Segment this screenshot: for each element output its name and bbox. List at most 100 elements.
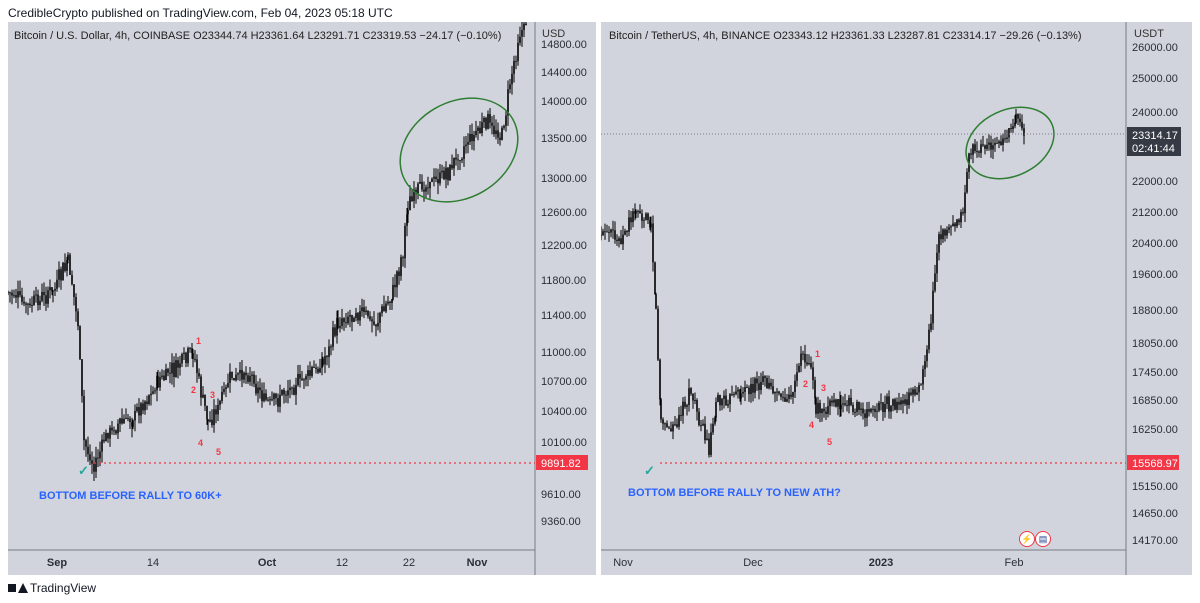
candle-body xyxy=(630,217,632,223)
candle-body xyxy=(694,400,696,402)
candle-body xyxy=(930,323,932,330)
candle-body xyxy=(796,372,798,381)
candle-body xyxy=(225,387,227,390)
chart-panel-btc-usd[interactable]: 14800.00 14400.00 14000.00 13500.00 13000.00… xyxy=(8,22,596,575)
candle-body xyxy=(281,389,283,395)
candle-body xyxy=(872,408,874,410)
candle-body xyxy=(192,353,194,359)
candle-body xyxy=(860,408,862,410)
candle-body xyxy=(712,423,714,433)
candle-body xyxy=(996,142,998,144)
candle-body xyxy=(1010,128,1012,130)
candle-body xyxy=(519,36,521,43)
candle-body xyxy=(632,211,634,223)
candle-body xyxy=(99,451,101,459)
candle-body xyxy=(159,377,161,388)
candle-body xyxy=(173,362,175,377)
candle-body xyxy=(443,170,445,180)
candle-body xyxy=(231,371,233,379)
candle-body xyxy=(167,368,169,373)
flag-icon[interactable]: ▤ xyxy=(1035,531,1051,547)
candle-body xyxy=(447,167,449,181)
candle-body xyxy=(297,373,299,386)
y-tick-label: 20400.00 xyxy=(1132,238,1178,250)
candle-body xyxy=(670,428,672,432)
candle-body xyxy=(332,327,334,347)
candle-body xyxy=(766,377,768,389)
candle-body xyxy=(91,460,93,464)
candle-body xyxy=(373,321,375,325)
candle-body xyxy=(13,295,15,297)
candle-body xyxy=(908,392,910,406)
candle-body xyxy=(882,402,884,413)
candle-body xyxy=(198,373,200,377)
candle-body xyxy=(940,234,942,240)
y-tick-label: 16250.00 xyxy=(1132,424,1178,436)
candle-body xyxy=(806,362,808,365)
candle-body xyxy=(485,117,487,129)
chart-panel-btc-usdt[interactable]: 26000.00 25000.00 24000.00 22000.00 21200.00… xyxy=(601,22,1192,575)
x-tick-label: 22 xyxy=(403,557,415,569)
chart-svg-btc-usd[interactable]: 14800.00 14400.00 14000.00 13500.00 13000.00… xyxy=(8,22,596,575)
candle-body xyxy=(604,231,606,233)
candle-body xyxy=(202,394,204,398)
lightning-icon[interactable]: ⚡ xyxy=(1019,531,1035,547)
candle-body xyxy=(649,220,651,228)
candle-body xyxy=(247,375,249,382)
candle-body xyxy=(890,405,892,412)
candle-body xyxy=(257,387,259,394)
candle-body xyxy=(17,291,19,298)
candle-body xyxy=(367,310,369,317)
candle-body xyxy=(140,403,142,416)
candle-body xyxy=(215,409,217,415)
candle-body xyxy=(606,231,608,233)
candle-body xyxy=(457,159,459,161)
candle-body xyxy=(146,401,148,405)
x-tick-label: Feb xyxy=(1005,557,1024,569)
candle-body xyxy=(387,301,389,304)
candle-body xyxy=(29,303,31,306)
candle-body xyxy=(423,189,425,192)
candle-body xyxy=(25,303,27,305)
candle-body xyxy=(465,144,467,147)
candle-body xyxy=(8,291,9,293)
candle-body xyxy=(404,225,406,259)
candle-body xyxy=(435,176,437,180)
candle-body xyxy=(804,353,806,363)
candle-body xyxy=(213,409,215,426)
candle-body xyxy=(189,348,191,350)
candle-body xyxy=(107,433,109,439)
candle-body xyxy=(764,376,766,378)
candle-body xyxy=(952,223,954,227)
candle-body xyxy=(778,391,780,394)
candle-body xyxy=(295,385,297,395)
candle-body xyxy=(823,408,825,412)
candle-body xyxy=(336,317,338,336)
candle-body xyxy=(73,284,75,297)
candle-body xyxy=(740,393,742,399)
candle-body xyxy=(688,388,690,406)
candle-body xyxy=(398,271,400,276)
candle-body xyxy=(874,408,876,412)
candle-body xyxy=(1015,114,1017,123)
candle-body xyxy=(131,421,133,427)
candle-body xyxy=(417,183,419,194)
candle-body xyxy=(900,400,902,405)
candle-body xyxy=(58,269,60,280)
chart-svg-btc-usdt[interactable]: 26000.00 25000.00 24000.00 22000.00 21200.00… xyxy=(601,22,1192,575)
candle-body xyxy=(349,315,351,317)
candle-body xyxy=(956,219,958,227)
candle-body xyxy=(9,292,11,294)
candle-body xyxy=(49,287,51,291)
y-tick-label: 13500.00 xyxy=(541,133,587,145)
candle-body xyxy=(279,394,281,407)
candle-body xyxy=(700,425,702,427)
candle-body xyxy=(768,382,770,389)
candle-body xyxy=(204,394,206,406)
candle-body xyxy=(219,400,221,405)
candle-body xyxy=(1017,114,1019,119)
candle-body xyxy=(696,400,698,412)
candle-body xyxy=(493,125,495,135)
candle-body xyxy=(409,196,411,211)
candle-body xyxy=(645,213,647,220)
